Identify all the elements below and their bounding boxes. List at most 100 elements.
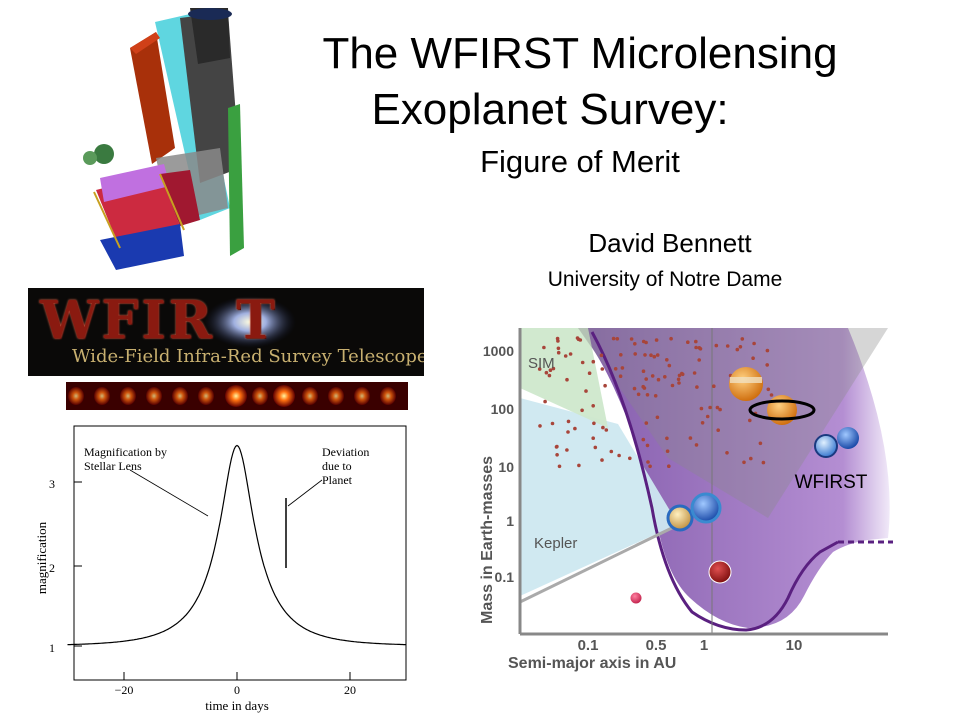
rv-planet-point	[566, 430, 570, 434]
rv-planet-point	[652, 354, 657, 359]
rv-planet-point	[557, 464, 562, 469]
fringe-spot	[94, 387, 110, 405]
rv-planet-point	[740, 337, 745, 341]
y-tick-1: 1	[49, 641, 55, 655]
y-tick-3: 3	[49, 477, 55, 491]
rv-planet-point	[654, 338, 659, 342]
rv-planet-point	[765, 348, 770, 353]
fringe-spot	[354, 387, 370, 405]
mars-like-planet	[708, 560, 732, 584]
author-name: David Bennett	[588, 228, 752, 258]
rv-planet-point	[752, 341, 756, 346]
uranus-like-planet	[814, 434, 838, 458]
lens-annotation-line-1: Magnification by	[84, 445, 167, 459]
rv-planet-point	[628, 456, 632, 461]
fringe-spot	[225, 385, 247, 407]
wfirst-banner-logo: WFIR T Wide-Field Infra-Red Survey Teles…	[28, 288, 424, 376]
planet-annotation-line-3: Planet	[322, 473, 353, 487]
rv-planet-point	[600, 367, 605, 371]
rv-planet-point	[609, 449, 614, 454]
rv-planet-point	[749, 456, 753, 461]
rv-planet-point	[580, 360, 585, 365]
fringe-spot	[302, 387, 318, 405]
sim-region-label: SIM	[528, 355, 555, 372]
y-tick-10: 10	[498, 459, 514, 475]
x-tick-neg20: −20	[115, 683, 134, 697]
fringe-spot	[172, 387, 188, 405]
rv-planet-point	[604, 428, 609, 432]
fringe-spot	[328, 387, 344, 405]
rv-planet-point	[547, 373, 552, 378]
rv-planet-point	[765, 363, 769, 367]
telescope-spacecraft-illustration	[83, 8, 244, 270]
rv-planet-point	[665, 358, 669, 362]
rv-planet-point	[716, 428, 720, 432]
rv-planet-point	[615, 337, 620, 341]
rv-planet-point	[611, 336, 616, 341]
fringe-spot	[380, 387, 396, 405]
fringe-spot	[68, 387, 84, 405]
y-axis-label: magnification	[34, 521, 49, 594]
rv-planet-point	[650, 374, 655, 378]
rv-planet-point	[694, 339, 698, 344]
rv-planet-point	[758, 441, 763, 446]
rv-planet-point	[735, 347, 740, 352]
rv-planet-point	[633, 342, 637, 346]
x-tick-20: 20	[344, 683, 356, 697]
rv-planet-point	[592, 421, 596, 426]
planet-annotation-line-1: Deviation	[322, 445, 369, 459]
slide-subtitle: Figure of Merit	[480, 144, 680, 179]
rv-planet-point	[591, 436, 595, 440]
author-affiliation: University of Notre Dame	[547, 268, 783, 291]
rv-planet-point	[555, 453, 559, 457]
rv-planet-point	[715, 405, 720, 410]
rv-planet-point	[680, 371, 684, 376]
rv-planet-point	[587, 371, 592, 375]
rv-planet-point	[665, 436, 669, 441]
rv-planet-point	[603, 383, 607, 388]
rv-planet-point	[537, 367, 542, 371]
rv-planet-point	[695, 385, 699, 389]
rv-planet-point	[591, 404, 595, 408]
rv-planet-point	[663, 375, 667, 379]
kepler-region-label: Kepler	[534, 535, 577, 552]
rv-planet-point	[573, 426, 577, 431]
rv-planet-point	[656, 377, 661, 382]
y-tick-1: 1	[506, 513, 514, 529]
rv-planet-point	[580, 408, 584, 413]
rv-planet-point	[538, 424, 542, 428]
rv-planet-point	[584, 389, 588, 393]
x-tick-0.5: 0.5	[646, 637, 667, 654]
x-tick-1: 1	[700, 637, 708, 654]
rv-planet-point	[677, 381, 681, 385]
fringe-spot	[146, 387, 162, 405]
y-tick-100: 100	[491, 401, 515, 417]
rv-planet-point	[676, 377, 681, 382]
rv-planet-point	[542, 345, 546, 350]
rv-planet-point	[601, 425, 605, 430]
planet-annotation-line-2: due to	[322, 459, 352, 473]
rv-planet-point	[714, 343, 719, 348]
rv-planet-point	[667, 363, 672, 368]
rv-planet-point	[632, 386, 637, 391]
rv-planet-point	[742, 460, 746, 465]
rv-planet-point	[633, 352, 637, 356]
y-tick-2: 2	[49, 561, 55, 575]
y-axis-label: Mass in Earth-masses	[479, 456, 496, 624]
rv-planet-point	[644, 377, 648, 381]
rv-planet-point	[725, 344, 730, 348]
galaxy-image	[204, 296, 296, 348]
rv-planet-point	[669, 336, 673, 341]
rv-planet-point	[649, 353, 653, 357]
lens-annotation-line-2: Stellar Lens	[84, 459, 142, 473]
x-tick-0: 0	[234, 683, 240, 697]
rv-planet-point	[645, 393, 650, 397]
x-axis-label: Semi-major axis in AU	[508, 655, 676, 672]
rv-planet-point	[648, 464, 652, 469]
rv-planet-point	[593, 445, 598, 450]
slide-title-line-2: Exoplanet Survey:	[371, 85, 729, 134]
rv-planet-point	[700, 421, 705, 425]
diffraction-fringe-strip	[66, 382, 408, 410]
planet-discovery-space-plot: 1000 100 10 1 0.1 0.1 0.5 1 10 Semi-majo…	[479, 328, 898, 672]
rv-planet-point	[548, 368, 553, 372]
